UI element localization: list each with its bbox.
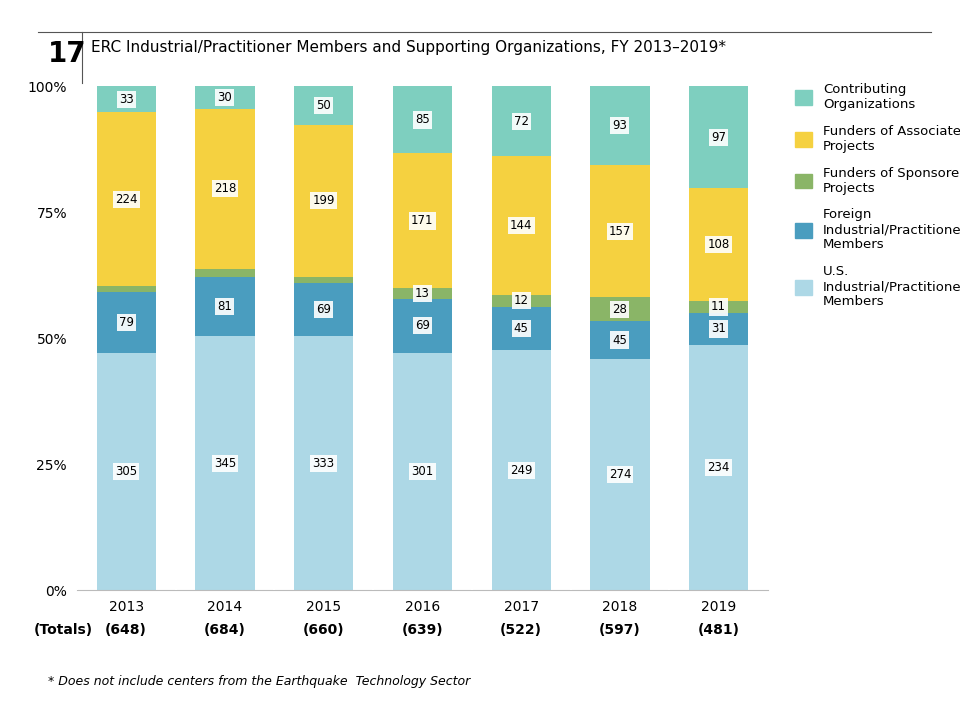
Text: ERC Industrial/Practitioner Members and Supporting Organizations, FY 2013–2019*: ERC Industrial/Practitioner Members and … — [91, 40, 726, 55]
Text: (639): (639) — [401, 623, 444, 636]
Legend: Contributing
Organizations, Funders of Associated
Projects, Funders of Sponsored: Contributing Organizations, Funders of A… — [795, 83, 960, 308]
Bar — [689, 86, 748, 188]
Text: 157: 157 — [609, 225, 631, 238]
Text: 345: 345 — [214, 456, 236, 469]
Text: 33: 33 — [119, 93, 133, 106]
Bar — [689, 301, 748, 312]
Text: 274: 274 — [609, 468, 631, 481]
Text: (522): (522) — [500, 623, 542, 636]
Text: 50: 50 — [316, 99, 331, 112]
Text: 31: 31 — [711, 323, 726, 336]
Bar — [689, 188, 748, 301]
Text: (684): (684) — [204, 623, 246, 636]
Text: 69: 69 — [316, 303, 331, 316]
Bar — [97, 354, 156, 590]
Text: 79: 79 — [119, 316, 133, 329]
Bar — [590, 165, 650, 297]
Bar — [393, 86, 452, 153]
Text: 13: 13 — [415, 287, 430, 300]
Text: 249: 249 — [510, 464, 533, 477]
Text: 97: 97 — [711, 131, 726, 144]
Bar — [294, 336, 353, 590]
Text: 81: 81 — [218, 300, 232, 313]
Text: 199: 199 — [312, 194, 335, 207]
Text: (Totals): (Totals) — [34, 623, 93, 636]
Text: 301: 301 — [411, 465, 434, 478]
Bar — [97, 287, 156, 292]
Text: 333: 333 — [313, 456, 335, 469]
Bar — [393, 353, 452, 590]
Text: (648): (648) — [106, 623, 147, 636]
Bar — [492, 307, 551, 350]
Bar — [492, 156, 551, 295]
Bar — [590, 297, 650, 321]
Text: 12: 12 — [514, 294, 529, 307]
Bar — [689, 345, 748, 590]
Bar — [590, 359, 650, 590]
Text: * Does not include centers from the Earthquake  Technology Sector: * Does not include centers from the Eart… — [48, 675, 470, 688]
Text: 72: 72 — [514, 114, 529, 127]
Bar — [294, 276, 353, 284]
Text: 28: 28 — [612, 303, 627, 316]
Bar — [492, 295, 551, 307]
Text: 171: 171 — [411, 215, 434, 228]
Text: (660): (660) — [302, 623, 345, 636]
Text: 224: 224 — [115, 193, 137, 206]
Bar — [195, 336, 254, 590]
Text: 17: 17 — [48, 40, 86, 68]
Bar — [294, 125, 353, 276]
Bar — [97, 86, 156, 112]
Text: 218: 218 — [214, 182, 236, 195]
Text: 69: 69 — [415, 319, 430, 333]
Text: 93: 93 — [612, 119, 627, 132]
Bar — [393, 288, 452, 299]
Text: 234: 234 — [708, 462, 730, 474]
Bar — [393, 153, 452, 288]
Bar — [195, 276, 254, 336]
Bar — [195, 269, 254, 276]
Text: 305: 305 — [115, 465, 137, 478]
Text: 108: 108 — [708, 238, 730, 251]
Text: 11: 11 — [711, 300, 726, 313]
Text: (481): (481) — [698, 623, 739, 636]
Bar — [294, 86, 353, 125]
Bar — [195, 86, 254, 109]
Bar — [97, 112, 156, 287]
Bar — [97, 292, 156, 354]
Text: 45: 45 — [514, 322, 529, 335]
Bar — [294, 284, 353, 336]
Text: 85: 85 — [415, 114, 430, 127]
Bar — [195, 109, 254, 269]
Bar — [590, 86, 650, 165]
Text: (597): (597) — [599, 623, 640, 636]
Bar — [492, 350, 551, 590]
Bar — [393, 299, 452, 353]
Bar — [689, 312, 748, 345]
Bar — [590, 321, 650, 359]
Text: 144: 144 — [510, 219, 533, 232]
Text: 30: 30 — [218, 91, 232, 104]
Bar — [492, 86, 551, 156]
Text: 45: 45 — [612, 333, 627, 346]
